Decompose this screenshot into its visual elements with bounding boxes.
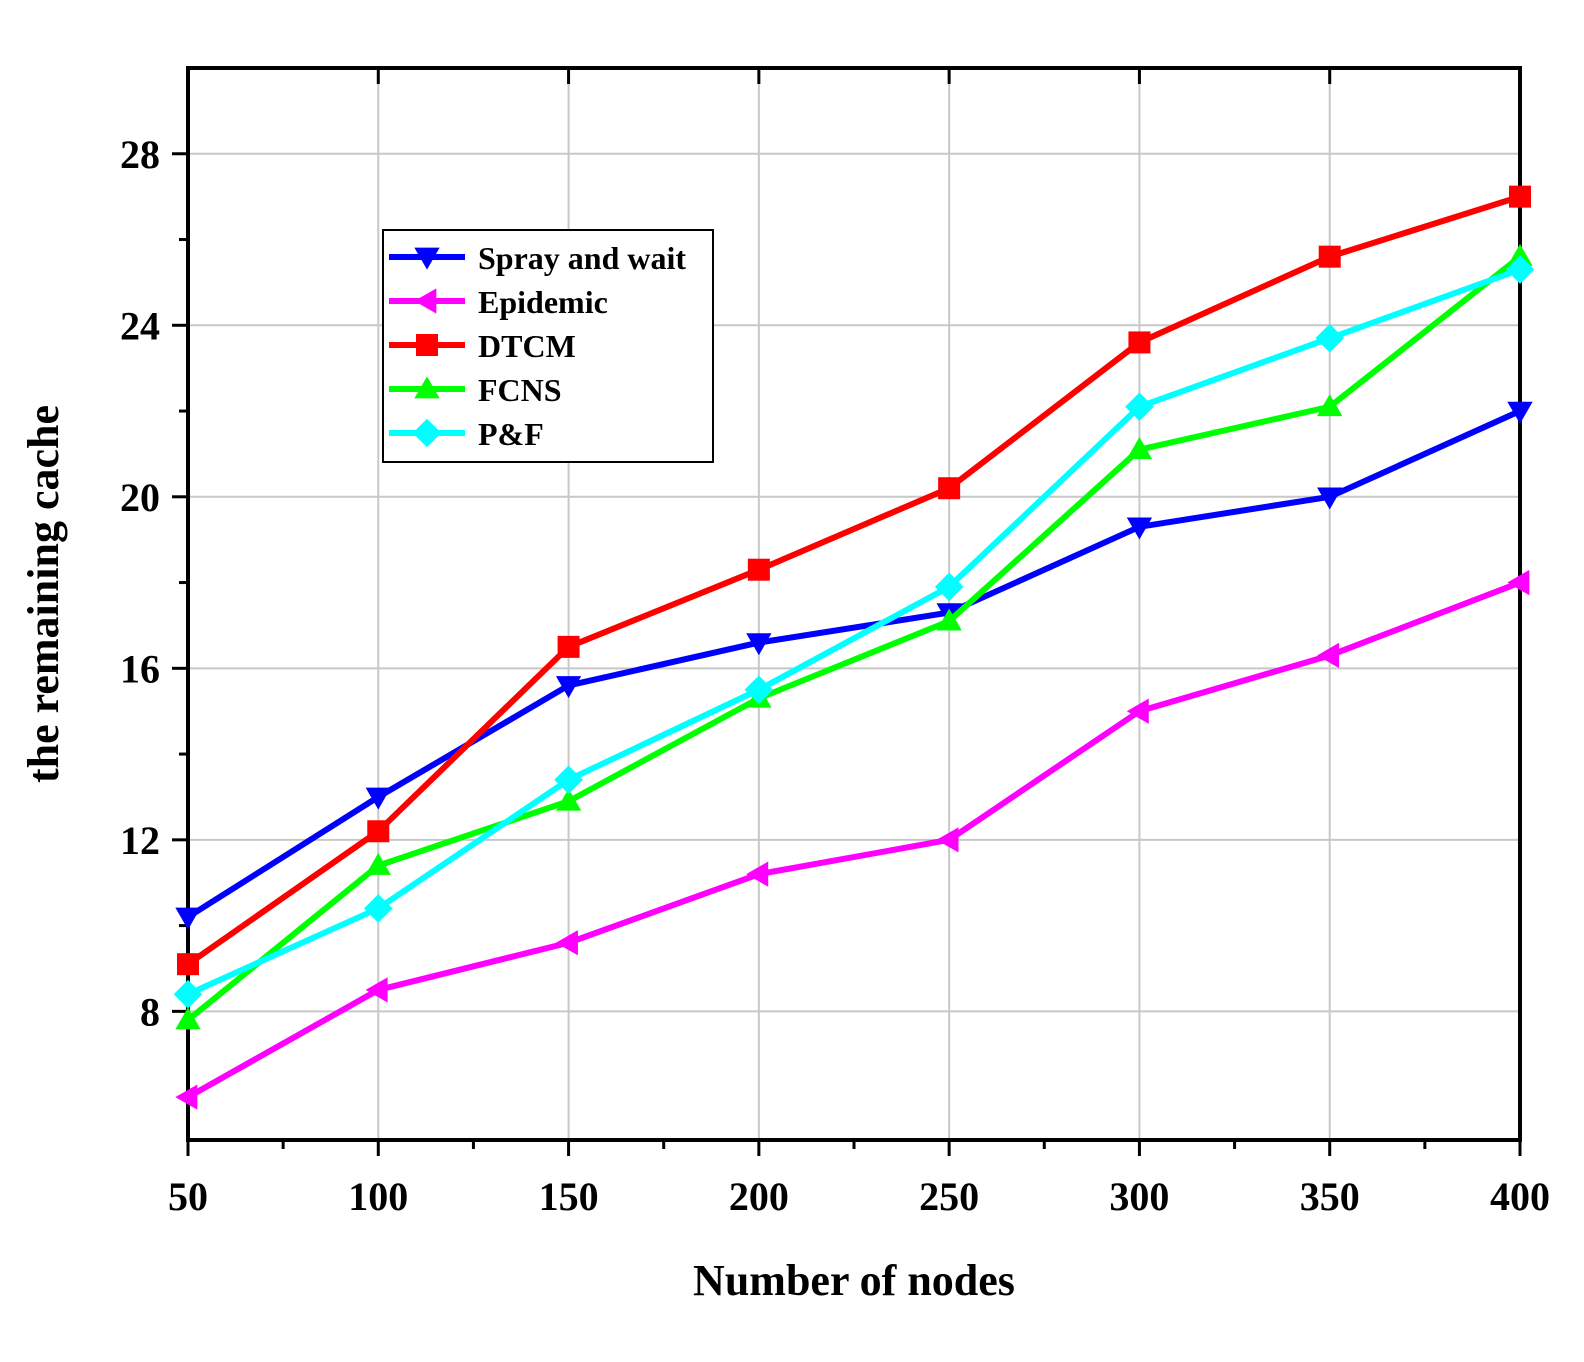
legend-label-fcns: FCNS xyxy=(478,372,562,408)
data-point-epidemic xyxy=(746,861,769,887)
legend-swatch-marker-dtcm xyxy=(416,334,438,356)
data-point-dtcm xyxy=(747,558,770,581)
legend-label-epidemic: Epidemic xyxy=(478,284,608,320)
data-point-epidemic xyxy=(936,827,959,853)
data-point-epidemic xyxy=(1317,642,1340,669)
y-tick-label: 12 xyxy=(120,818,160,863)
data-point-dtcm xyxy=(938,477,961,500)
x-tick-label: 100 xyxy=(348,1174,408,1219)
data-point-dtcm xyxy=(177,953,199,976)
legend-label-dtcm: DTCM xyxy=(478,328,576,364)
series-lines xyxy=(173,185,1535,1110)
legend-swatch-marker-spray-and-wait xyxy=(414,247,440,270)
x-tick-label: 250 xyxy=(919,1174,979,1219)
data-point-spray-and-wait xyxy=(555,676,582,699)
data-point-dtcm xyxy=(367,820,390,843)
legend-label-p-f: P&F xyxy=(478,416,544,452)
data-point-epidemic xyxy=(1126,698,1149,724)
series-line-fcns xyxy=(186,254,1522,1023)
data-point-p-f xyxy=(934,572,964,602)
data-point-dtcm xyxy=(557,635,580,658)
series-line-dtcm xyxy=(186,193,1521,967)
data-point-p-f xyxy=(1125,392,1154,422)
x-axis-label: Number of nodes xyxy=(693,1256,1015,1305)
y-tick-label: 24 xyxy=(120,303,160,348)
y-tick-label: 28 xyxy=(120,132,160,177)
y-axis-label: the remaining cache xyxy=(19,405,68,783)
data-point-epidemic xyxy=(1507,569,1530,596)
x-tick-label: 400 xyxy=(1490,1174,1550,1219)
data-point-spray-and-wait xyxy=(1126,517,1153,540)
data-point-epidemic xyxy=(175,1084,198,1110)
data-point-p-f xyxy=(173,979,203,1009)
data-point-p-f xyxy=(1315,323,1345,353)
series-epidemic xyxy=(175,569,1530,1110)
data-point-spray-and-wait xyxy=(175,907,201,930)
data-point-dtcm xyxy=(1509,185,1531,208)
series-p-f xyxy=(173,255,1535,1009)
data-point-dtcm xyxy=(1318,245,1341,268)
gridlines xyxy=(188,68,1520,1140)
data-point-p-f xyxy=(363,894,393,923)
data-point-fcns xyxy=(365,852,391,875)
data-point-spray-and-wait xyxy=(746,633,772,656)
legend-label-spray-and-wait: Spray and wait xyxy=(478,240,686,276)
x-tick-label: 50 xyxy=(168,1174,208,1219)
data-point-epidemic xyxy=(365,977,388,1003)
y-tick-label: 16 xyxy=(120,646,160,691)
data-point-spray-and-wait xyxy=(1507,401,1533,424)
series-line-epidemic xyxy=(186,579,1522,1100)
x-tick-label: 200 xyxy=(729,1174,789,1219)
y-tick-label: 20 xyxy=(120,475,160,520)
data-point-fcns xyxy=(175,1007,201,1030)
x-tick-label: 350 xyxy=(1300,1174,1360,1219)
data-point-p-f xyxy=(744,675,774,705)
legend-swatch-marker-p-f xyxy=(412,418,442,448)
data-point-dtcm xyxy=(1128,331,1151,354)
legend-swatch-marker-epidemic xyxy=(414,288,437,314)
data-point-fcns xyxy=(1317,394,1343,417)
x-tick-label: 300 xyxy=(1109,1174,1169,1219)
data-point-spray-and-wait xyxy=(365,787,391,810)
series-line-p-f xyxy=(186,266,1522,997)
y-tick-label: 8 xyxy=(140,989,160,1034)
plot-area-frame xyxy=(186,66,1522,1142)
data-point-fcns xyxy=(1507,244,1533,267)
data-point-fcns xyxy=(555,788,582,811)
data-point-fcns xyxy=(1126,436,1153,459)
data-point-fcns xyxy=(936,608,962,631)
legend: Spray and wait Epidemic DTCM FCNS P&F xyxy=(382,229,714,463)
axis-ticks: 50 100 150 200 250 300 350 400 8 12 16 20 24 28 xyxy=(120,68,1550,1219)
series-dtcm xyxy=(177,185,1531,976)
data-point-p-f xyxy=(554,765,583,795)
x-tick-label: 150 xyxy=(539,1174,599,1219)
series-line-spray-and-wait xyxy=(186,408,1522,920)
data-point-epidemic xyxy=(555,930,578,956)
data-point-p-f xyxy=(1505,255,1535,284)
data-point-spray-and-wait xyxy=(1317,487,1343,510)
legend-swatch-marker-fcns xyxy=(414,376,440,399)
